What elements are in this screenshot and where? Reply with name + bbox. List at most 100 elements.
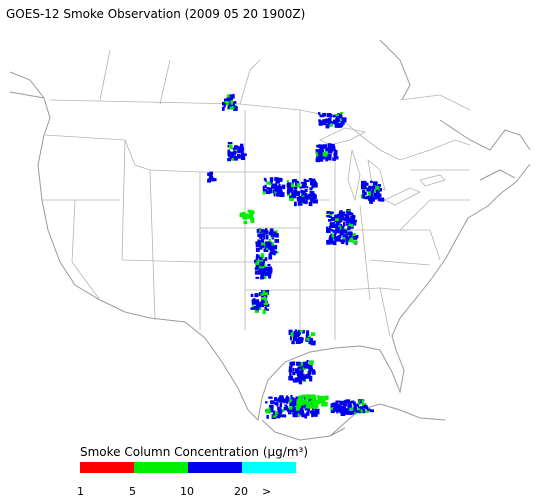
- smoke-pixel: [330, 240, 334, 245]
- smoke-pixel: [264, 306, 267, 310]
- smoke-pixel: [291, 179, 294, 184]
- smoke-pixel: [336, 238, 341, 242]
- smoke-pixel: [268, 255, 273, 260]
- smoke-pixel: [238, 146, 242, 152]
- smoke-pixel: [306, 411, 310, 416]
- smoke-pixel: [310, 337, 313, 343]
- smoke-pixel: [265, 190, 271, 195]
- smoke-pixel: [349, 237, 353, 242]
- smoke-pixel: [250, 218, 255, 223]
- smoke-pixel: [264, 184, 267, 189]
- smoke-pixel: [302, 362, 306, 367]
- smoke-pixel: [229, 94, 234, 97]
- smoke-pixel: [340, 239, 345, 243]
- smoke-pixel: [319, 120, 324, 125]
- smoke-pixel: [270, 241, 274, 247]
- smoke-pixel: [256, 255, 260, 259]
- smoke-pixel: [287, 409, 293, 413]
- smoke-pixel: [312, 410, 317, 413]
- smoke-pixel: [296, 371, 299, 376]
- smoke-pixel: [332, 157, 337, 161]
- smoke-pixel: [328, 146, 333, 149]
- smoke-pixel: [268, 406, 271, 411]
- smoke-pixel: [294, 336, 297, 341]
- smoke-pixel: [301, 329, 305, 334]
- smoke-pixel: [359, 406, 364, 410]
- smoke-pixel: [239, 212, 243, 217]
- smoke-pixel: [339, 115, 343, 119]
- smoke-pixel: [226, 97, 232, 102]
- smoke-pixel: [342, 211, 346, 216]
- smoke-pixel: [375, 186, 380, 190]
- smoke-pixel: [304, 193, 308, 198]
- smoke-pixel: [352, 215, 356, 218]
- smoke-pixel: [325, 147, 330, 151]
- smoke-pixel: [255, 264, 260, 268]
- smoke-pixel: [240, 212, 245, 217]
- smoke-pixel: [311, 413, 315, 417]
- smoke-pixel: [309, 193, 313, 198]
- smoke-pixel: [319, 114, 325, 118]
- smoke-pixel: [281, 184, 286, 190]
- smoke-pixel: [274, 177, 279, 181]
- smoke-pixel: [330, 405, 333, 411]
- borders: [42, 49, 471, 340]
- smoke-pixel: [286, 401, 289, 404]
- smoke-pixel: [299, 339, 302, 344]
- smoke-pixel: [266, 234, 269, 240]
- smoke-pixel: [347, 231, 350, 235]
- smoke-pixel: [309, 376, 313, 382]
- smoke-pixel: [224, 101, 229, 106]
- smoke-pixel: [323, 402, 328, 407]
- smoke-pixel: [359, 401, 364, 404]
- smoke-pixel: [373, 189, 377, 193]
- smoke-pixel: [317, 396, 322, 399]
- smoke-pixel: [273, 251, 276, 256]
- smoke-pixel: [240, 146, 243, 150]
- smoke-pixel: [338, 217, 343, 223]
- smoke-pixel: [268, 239, 271, 243]
- smoke-pixel: [309, 191, 315, 196]
- smoke-pixel: [265, 401, 268, 404]
- smoke-pixel: [302, 375, 306, 381]
- smoke-pixel: [312, 183, 318, 188]
- smoke-pixel: [310, 181, 316, 186]
- smoke-pixel: [251, 306, 257, 310]
- smoke-pixel: [376, 191, 380, 195]
- smoke-pixel: [271, 237, 275, 240]
- smoke-pixel: [288, 398, 294, 402]
- smoke-pixel: [307, 193, 310, 197]
- smoke-pixel: [274, 230, 278, 235]
- smoke-pixel: [302, 400, 307, 404]
- smoke-pixel: [287, 183, 292, 189]
- smoke-pixel: [334, 156, 339, 160]
- smoke-pixel: [368, 186, 372, 192]
- smoke-pixel: [272, 412, 277, 416]
- smoke-pixels: [207, 93, 385, 420]
- smoke-pixel: [347, 218, 352, 224]
- smoke-pixel: [318, 112, 321, 115]
- smoke-pixel: [352, 407, 357, 412]
- smoke-pixel: [305, 400, 309, 406]
- smoke-pixel: [230, 100, 233, 105]
- legend-swatch: [242, 462, 296, 473]
- smoke-pixel: [317, 398, 322, 404]
- smoke-pixel: [308, 367, 314, 370]
- smoke-pixel: [343, 237, 346, 242]
- smoke-pixel: [343, 217, 347, 222]
- smoke-pixel: [367, 194, 371, 200]
- smoke-pixel: [344, 234, 347, 239]
- smoke-pixel: [328, 216, 332, 219]
- smoke-pixel: [294, 334, 300, 338]
- smoke-pixel: [333, 240, 337, 246]
- basemap: [9, 39, 531, 441]
- smoke-pixel: [271, 245, 276, 249]
- smoke-pixel: [289, 371, 292, 377]
- smoke-pixel: [296, 197, 301, 201]
- smoke-pixel: [350, 219, 356, 225]
- smoke-pixel: [240, 145, 244, 148]
- smoke-pixel: [296, 401, 300, 406]
- smoke-pixel: [305, 198, 308, 201]
- smoke-pixel: [330, 229, 334, 232]
